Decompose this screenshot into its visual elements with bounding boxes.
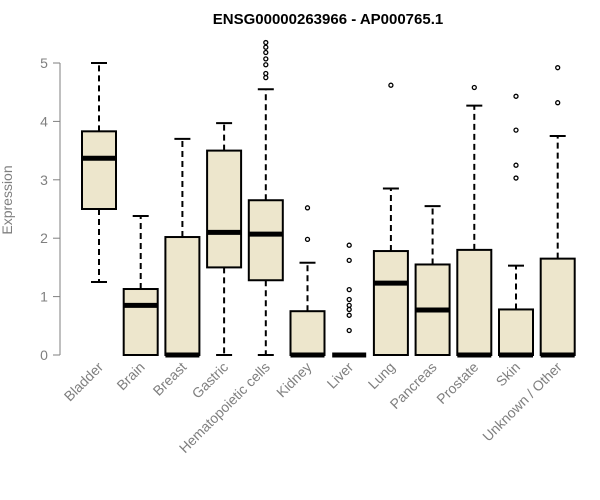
x-tick-label: Kidney bbox=[273, 359, 315, 401]
outlier-point bbox=[513, 93, 519, 99]
y-tick-label: 1 bbox=[40, 289, 48, 305]
box bbox=[289, 310, 326, 357]
x-tick-label: Liver bbox=[324, 359, 357, 392]
y-axis-label: Expression bbox=[0, 165, 15, 234]
outlier-point bbox=[304, 236, 311, 243]
x-tick-label: Lung bbox=[365, 359, 398, 392]
x-tick-label: Prostate bbox=[433, 359, 481, 407]
box bbox=[247, 199, 284, 282]
outlier-point bbox=[263, 39, 269, 46]
outlier-point bbox=[388, 82, 394, 88]
outlier-point bbox=[263, 56, 269, 62]
outlier-point bbox=[346, 302, 352, 309]
outlier-point bbox=[263, 62, 269, 68]
outlier-point bbox=[513, 127, 519, 133]
outlier-point bbox=[555, 100, 561, 106]
box bbox=[164, 236, 201, 356]
y-tick-label: 3 bbox=[40, 172, 48, 188]
outlier-point bbox=[346, 312, 352, 318]
y-tick-label: 4 bbox=[40, 113, 48, 129]
box bbox=[498, 308, 534, 356]
x-tick-label: Unknown / Other bbox=[479, 359, 565, 445]
box bbox=[456, 248, 493, 357]
outlier-point bbox=[346, 286, 352, 293]
outlier-point bbox=[346, 296, 352, 303]
outlier-point bbox=[346, 327, 352, 334]
outlier-point bbox=[346, 242, 352, 248]
outlier-point bbox=[555, 65, 561, 71]
box bbox=[539, 257, 576, 357]
outlier-point bbox=[263, 44, 269, 50]
y-tick-label: 0 bbox=[40, 347, 48, 363]
box bbox=[81, 130, 117, 210]
box bbox=[122, 288, 159, 356]
x-tick-label: Skin bbox=[493, 359, 524, 390]
box bbox=[206, 149, 243, 269]
outlier-point bbox=[513, 175, 519, 181]
outlier-point bbox=[346, 257, 352, 264]
outlier-point bbox=[513, 162, 519, 168]
x-tick-label: Breast bbox=[150, 359, 190, 399]
x-tick-label: Bladder bbox=[61, 359, 107, 405]
x-tick-label: Brain bbox=[113, 359, 147, 393]
box bbox=[372, 250, 409, 357]
outlier-point bbox=[263, 49, 269, 56]
outlier-point bbox=[263, 74, 269, 81]
outlier-point bbox=[304, 205, 311, 211]
y-tick-label: 5 bbox=[40, 55, 48, 71]
y-tick-label: 2 bbox=[40, 230, 48, 246]
outlier-point bbox=[263, 70, 269, 77]
outlier-point bbox=[471, 84, 477, 91]
chart-title: ENSG00000263966 - AP000765.1 bbox=[213, 11, 443, 28]
outlier-point bbox=[346, 306, 352, 313]
